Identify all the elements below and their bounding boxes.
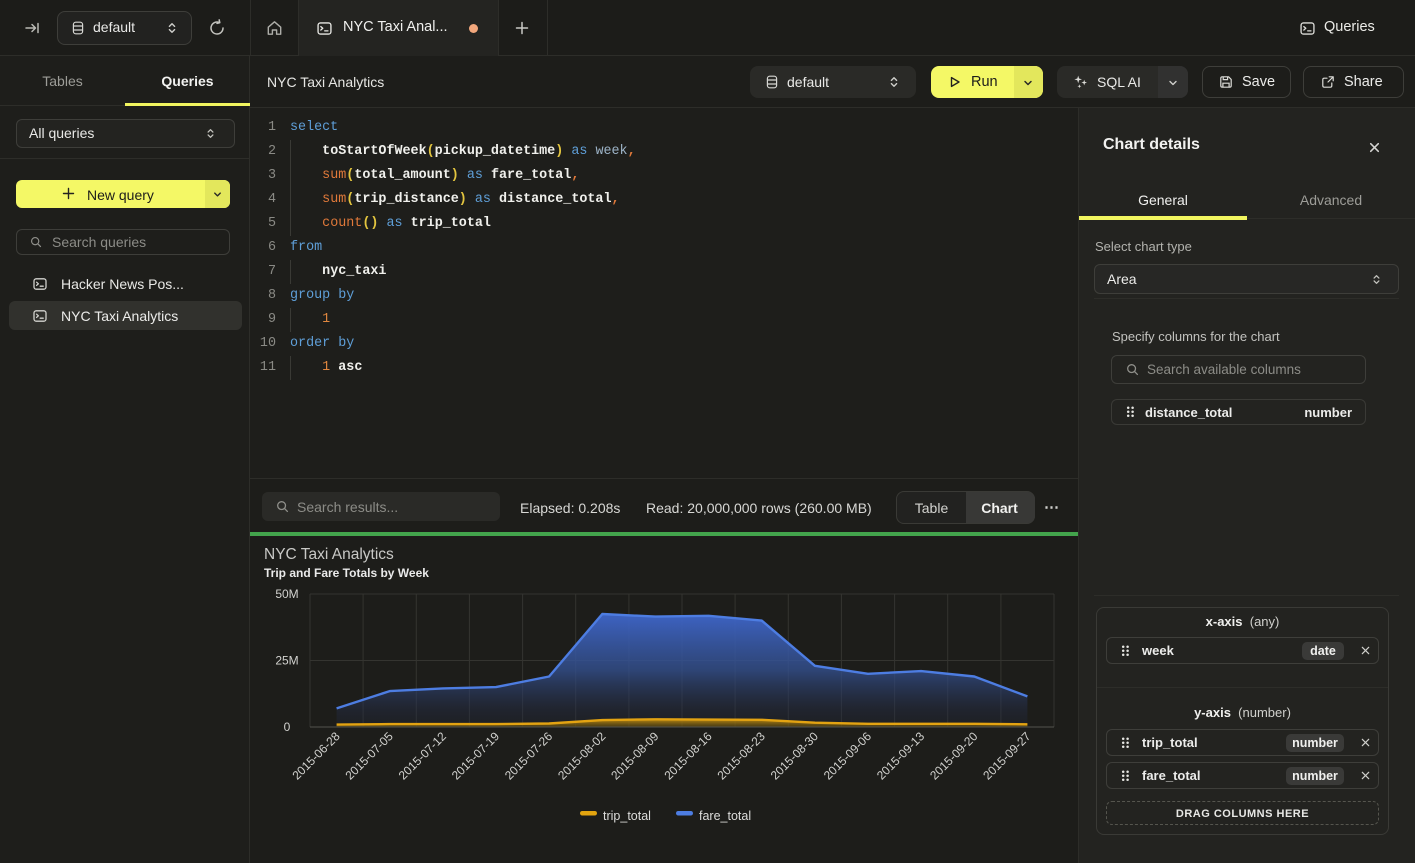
svg-text:2015-08-23: 2015-08-23 xyxy=(715,729,769,783)
svg-text:2015-08-30: 2015-08-30 xyxy=(768,729,822,783)
svg-text:2015-07-05: 2015-07-05 xyxy=(343,729,397,783)
svg-text:25M: 25M xyxy=(275,654,298,668)
svg-text:2015-06-28: 2015-06-28 xyxy=(289,729,343,783)
svg-text:fare_total: fare_total xyxy=(699,809,751,823)
svg-text:2015-09-13: 2015-09-13 xyxy=(874,729,928,783)
svg-text:2015-09-06: 2015-09-06 xyxy=(821,729,875,783)
svg-text:50M: 50M xyxy=(275,587,298,601)
svg-text:trip_total: trip_total xyxy=(603,809,651,823)
svg-text:0: 0 xyxy=(284,720,291,734)
svg-text:2015-09-20: 2015-09-20 xyxy=(927,729,981,783)
svg-text:2015-07-12: 2015-07-12 xyxy=(396,729,450,783)
svg-text:2015-08-02: 2015-08-02 xyxy=(555,729,609,783)
svg-text:2015-08-09: 2015-08-09 xyxy=(608,729,662,783)
svg-text:2015-07-19: 2015-07-19 xyxy=(449,729,503,783)
svg-text:2015-07-26: 2015-07-26 xyxy=(502,729,556,783)
svg-text:2015-08-16: 2015-08-16 xyxy=(661,729,715,783)
svg-text:2015-09-27: 2015-09-27 xyxy=(980,729,1034,783)
